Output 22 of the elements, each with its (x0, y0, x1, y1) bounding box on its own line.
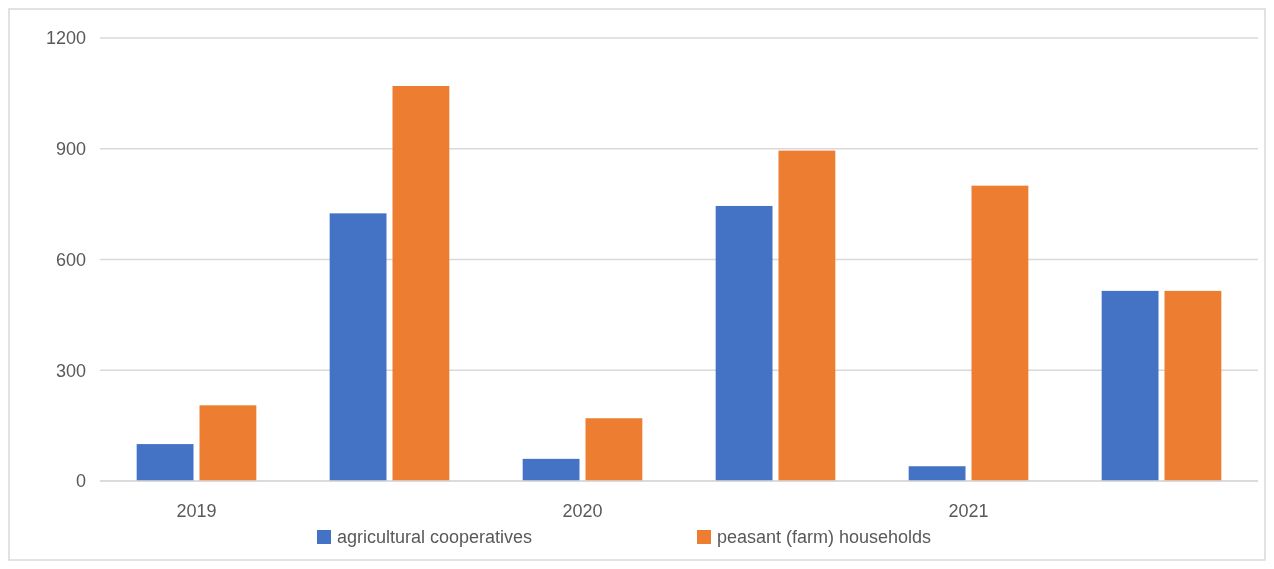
legend-label: agricultural cooperatives (337, 527, 533, 548)
bar (778, 150, 836, 481)
legend-label: peasant (farm) households (717, 527, 932, 548)
bar (392, 85, 450, 481)
bar (971, 185, 1029, 481)
y-tick-label: 900 (55, 139, 86, 160)
y-tick-label: 600 (55, 249, 86, 270)
x-tick-label: 2020 (562, 501, 603, 521)
bar (136, 444, 194, 481)
y-tick-label: 300 (55, 360, 86, 381)
y-tick-label: 1200 (45, 28, 86, 49)
bar (1101, 290, 1159, 481)
x-tick-label: 2021 (948, 501, 989, 521)
bar (199, 405, 257, 481)
x-tick-label: 2019 (176, 501, 217, 521)
bar (715, 205, 773, 481)
bar (908, 466, 966, 481)
bar (329, 213, 387, 481)
bar (585, 418, 643, 481)
bar (522, 458, 580, 481)
bar (1164, 290, 1222, 481)
y-tick-label: 0 (75, 471, 86, 492)
